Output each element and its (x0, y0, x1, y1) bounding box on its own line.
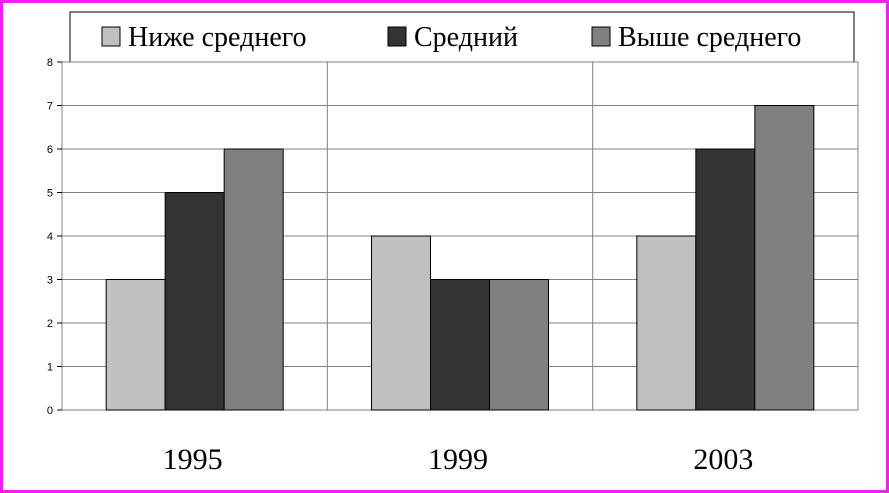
bar-1995-series-1 (105, 279, 166, 411)
bar-2003-series-2 (695, 148, 756, 411)
y-tick-label-7: 7 (47, 101, 53, 113)
bar-2003-series-1 (636, 235, 697, 411)
y-tick-label-5: 5 (47, 188, 53, 200)
bar-2003-series-3 (754, 105, 815, 411)
y-tick-label-0: 0 (47, 405, 53, 417)
plot-area: 0 1 2 3 4 5 6 7 8 1995 1999 2003 (47, 57, 859, 476)
bar-1995-series-3 (223, 148, 284, 411)
bar-1999-series-1 (371, 235, 431, 411)
legend-box (69, 11, 855, 64)
bar-chart: Ниже среднего Средний Выше среднего 0 1 2 3 4 5… (47, 11, 859, 476)
y-tick-label-2: 2 (47, 318, 53, 330)
legend-label-3: Выше среднего (618, 22, 801, 53)
legend-label-2: Средний (414, 22, 518, 53)
bar-1995-series-2 (164, 192, 225, 411)
bar-1999-series-3 (489, 279, 549, 411)
y-tick-label-6: 6 (47, 144, 53, 156)
y-tick-label-4: 4 (47, 231, 53, 243)
legend-swatch-2 (387, 26, 407, 47)
bar-1999-series-2 (430, 279, 490, 411)
legend-label-1: Ниже среднего (128, 22, 307, 53)
legend-swatch-3 (591, 26, 611, 47)
category-label-2003: 2003 (693, 443, 753, 476)
y-tick-label-1: 1 (47, 362, 53, 374)
category-label-1995: 1995 (163, 443, 223, 476)
category-label-1999: 1999 (428, 443, 488, 476)
legend: Ниже среднего Средний Выше среднего (69, 11, 855, 64)
y-tick-label-3: 3 (47, 275, 53, 287)
legend-swatch-1 (101, 26, 121, 47)
y-tick-label-8: 8 (47, 57, 53, 69)
